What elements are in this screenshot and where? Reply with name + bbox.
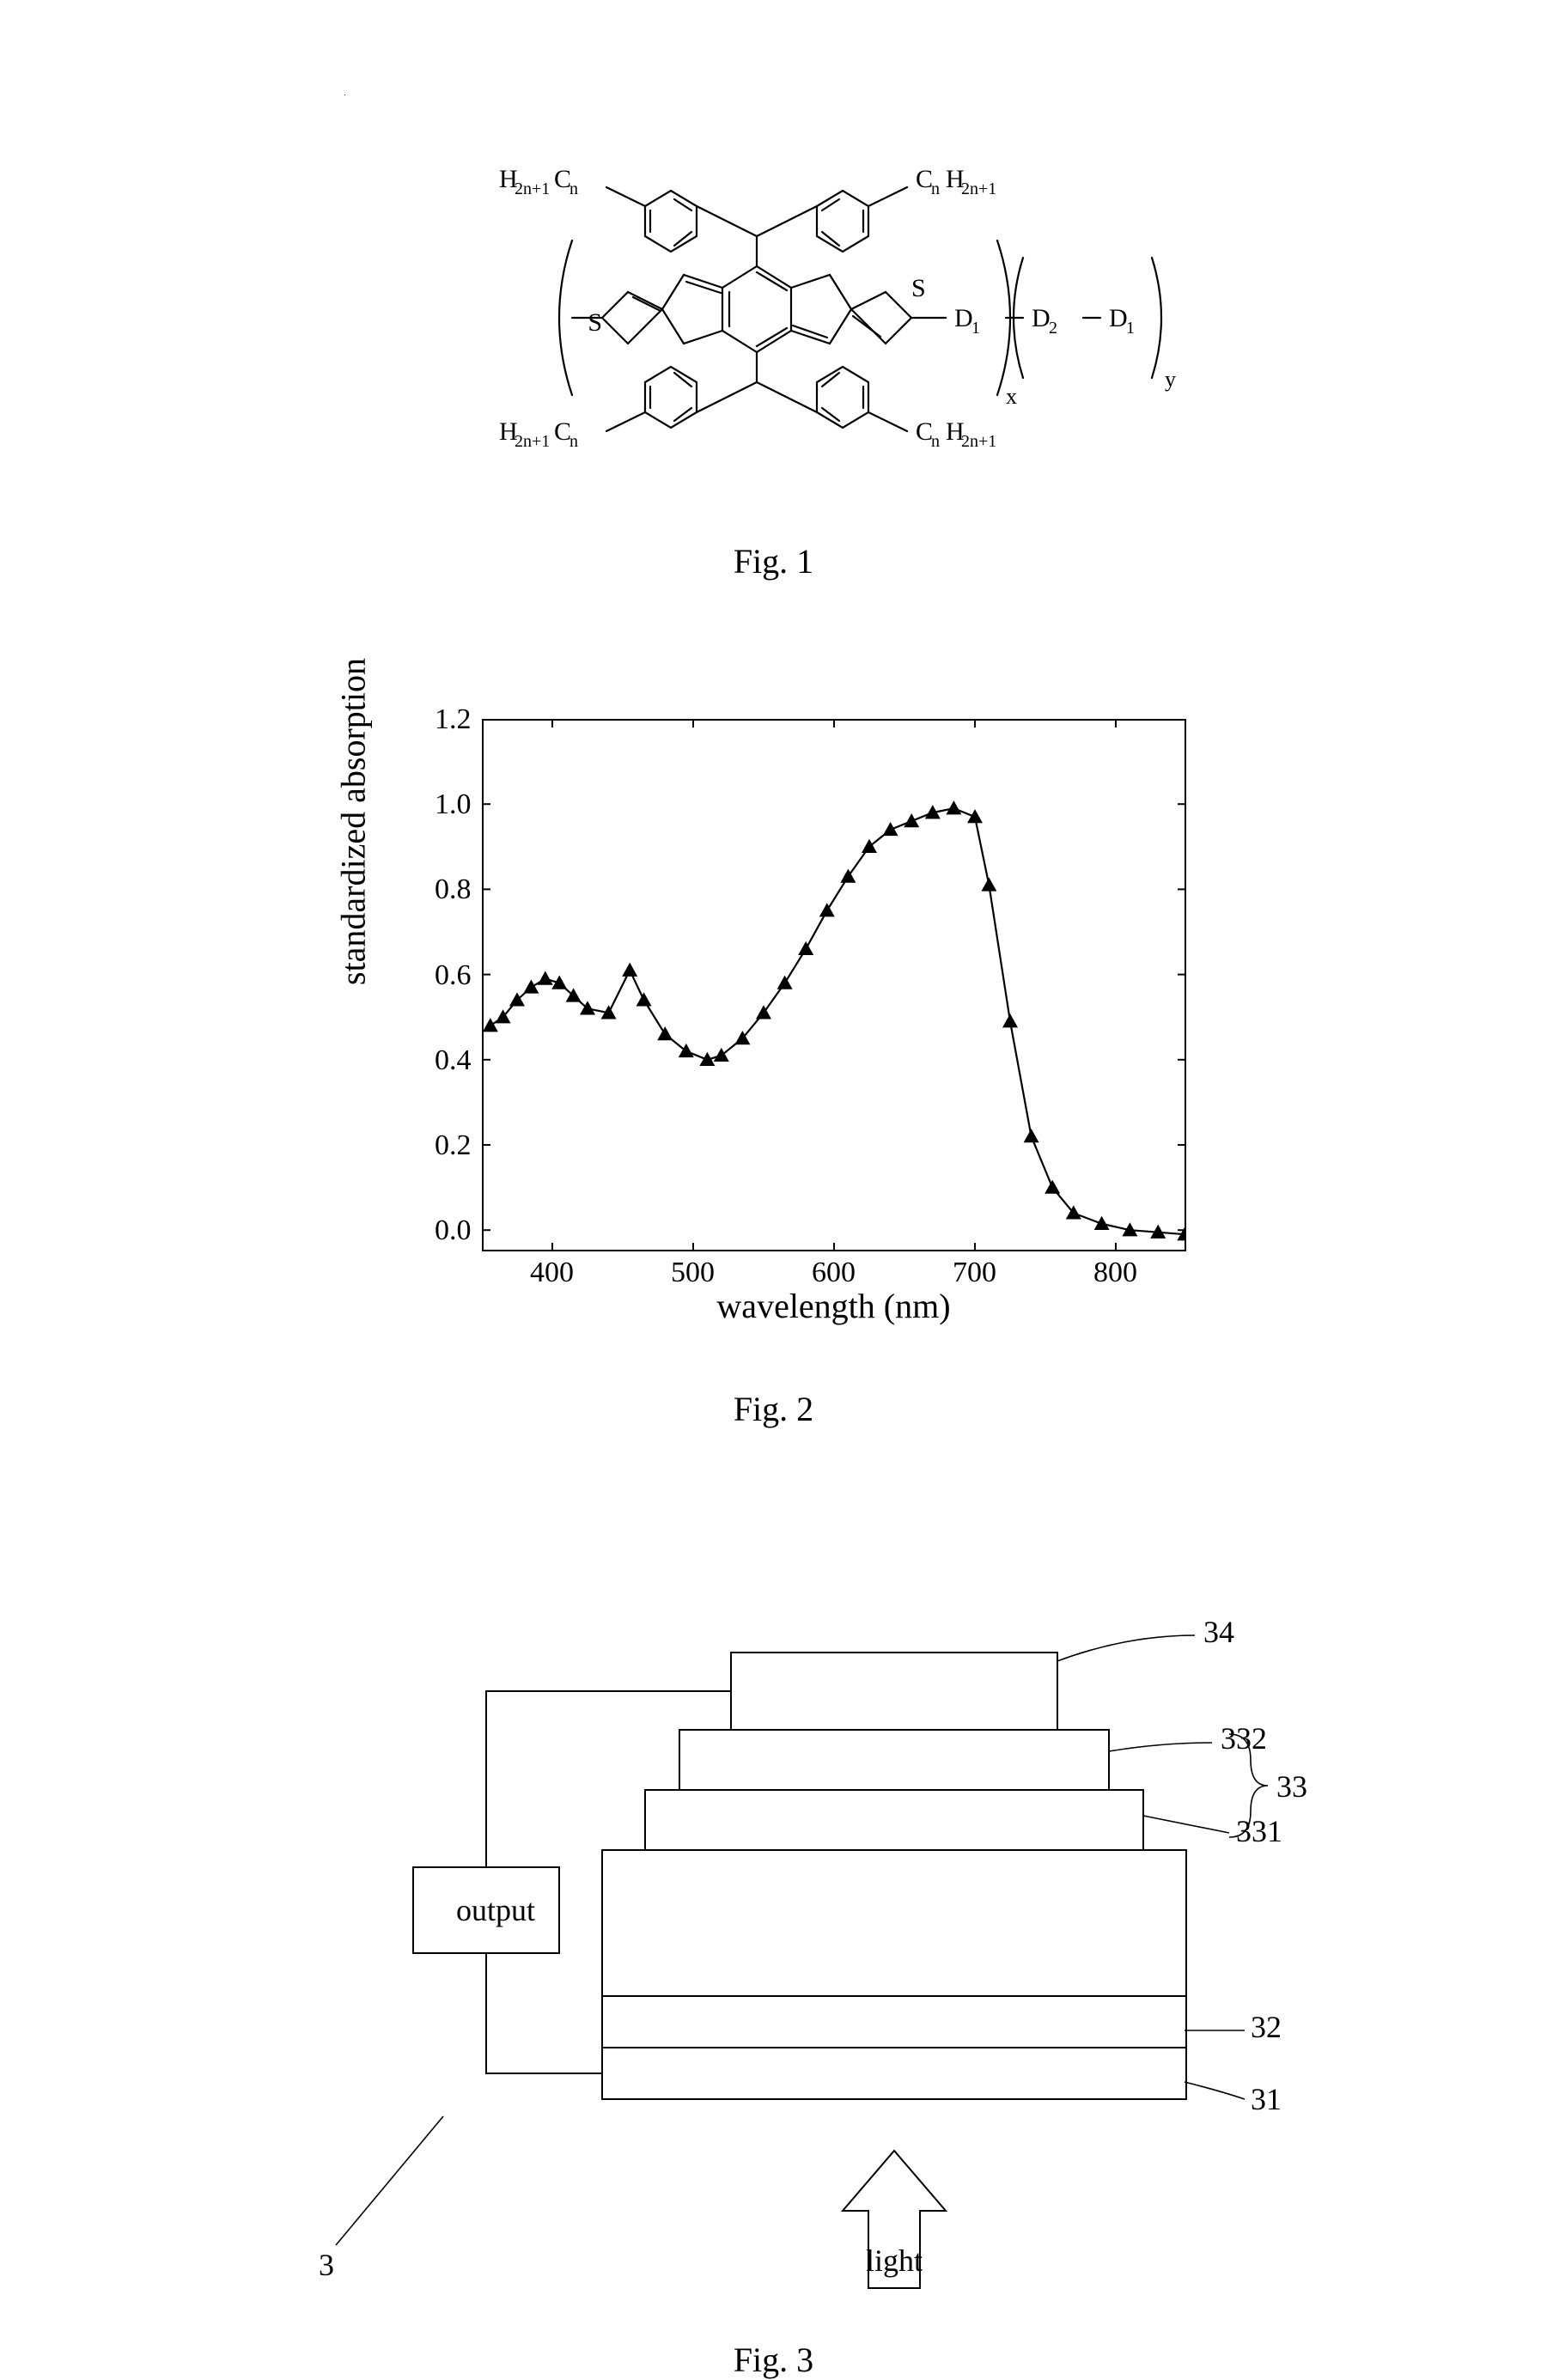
svg-text:C: C <box>916 165 933 193</box>
chart-svg <box>482 719 1186 1251</box>
fig1-caption: Fig. 1 <box>172 541 1375 581</box>
chart-y-tick: 1.0 <box>403 788 472 821</box>
chart-y-tick: 1.2 <box>403 703 472 736</box>
svg-text:S: S <box>588 308 602 337</box>
fig1-svg: S S H 2n+1 C n C n H 2n+1 H 2n+1 C n C n <box>344 94 1203 524</box>
fig3-diagram: output light 34 332 331 33 32 31 3 <box>216 1549 1332 2322</box>
fig3-label-331: 331 <box>1236 1814 1282 1848</box>
fig2-caption: Fig. 2 <box>172 1389 1375 1429</box>
fig3-output-label: output <box>456 1893 535 1927</box>
svg-text:C: C <box>554 417 571 446</box>
fig3-label-33: 33 <box>1276 1769 1307 1804</box>
fig1-section: S S H 2n+1 C n C n H 2n+1 H 2n+1 C n C n <box>172 94 1375 581</box>
svg-text:S: S <box>911 274 926 302</box>
chart-y-tick: 0.0 <box>403 1214 472 1247</box>
svg-text:D: D <box>1032 304 1051 332</box>
chart-y-tick: 0.2 <box>403 1129 472 1162</box>
svg-text:x: x <box>1006 384 1017 409</box>
fig3-label-34: 34 <box>1203 1615 1234 1649</box>
svg-text:2: 2 <box>1049 319 1057 338</box>
chart-x-tick: 600 <box>808 1257 860 1289</box>
chart-y-tick: 0.4 <box>403 1044 472 1077</box>
fig3-label-31: 31 <box>1251 2082 1282 2116</box>
svg-text:n: n <box>569 180 578 198</box>
fig2-section: standardized absorption wavelength (nm) … <box>172 702 1375 1429</box>
svg-text:n: n <box>569 432 578 451</box>
fig1-chemical-structure: S S H 2n+1 C n C n H 2n+1 H 2n+1 C n C n <box>344 94 1203 524</box>
svg-text:n: n <box>931 180 940 198</box>
chart-x-tick: 400 <box>527 1257 578 1289</box>
svg-text:1: 1 <box>971 319 980 338</box>
fig2-chart: standardized absorption wavelength (nm) … <box>344 702 1203 1372</box>
svg-text:2n+1: 2n+1 <box>961 180 996 198</box>
chart-y-label: standardized absorption <box>332 658 373 985</box>
svg-text:1: 1 <box>1126 319 1135 338</box>
fig3-label-332: 332 <box>1221 1721 1267 1756</box>
svg-text:2n+1: 2n+1 <box>961 432 996 451</box>
fig3-label-3: 3 <box>319 2248 334 2282</box>
chart-x-tick: 500 <box>667 1257 719 1289</box>
svg-text:y: y <box>1165 367 1176 392</box>
chart-x-label: wavelength (nm) <box>482 1286 1186 1326</box>
svg-text:C: C <box>916 417 933 446</box>
svg-text:D: D <box>1109 304 1128 332</box>
svg-text:n: n <box>931 432 940 451</box>
page: S S H 2n+1 C n C n H 2n+1 H 2n+1 C n C n <box>0 0 1547 2340</box>
fig3-section: output light 34 332 331 33 32 31 3 Fig. … <box>172 1549 1375 2380</box>
fig3-light-label: light <box>866 2243 923 2278</box>
fig3-svg: output light 34 332 331 33 32 31 3 <box>216 1549 1332 2322</box>
svg-text:D: D <box>954 304 973 332</box>
fig3-label-32: 32 <box>1251 2010 1282 2044</box>
fig3-caption: Fig. 3 <box>172 2340 1375 2380</box>
svg-text:2n+1: 2n+1 <box>515 432 550 451</box>
svg-text:2n+1: 2n+1 <box>515 180 550 198</box>
chart-x-tick: 700 <box>949 1257 1001 1289</box>
chart-y-tick: 0.8 <box>403 873 472 906</box>
svg-text:C: C <box>554 165 571 193</box>
chart-x-tick: 800 <box>1090 1257 1142 1289</box>
chart-y-tick: 0.6 <box>403 959 472 992</box>
